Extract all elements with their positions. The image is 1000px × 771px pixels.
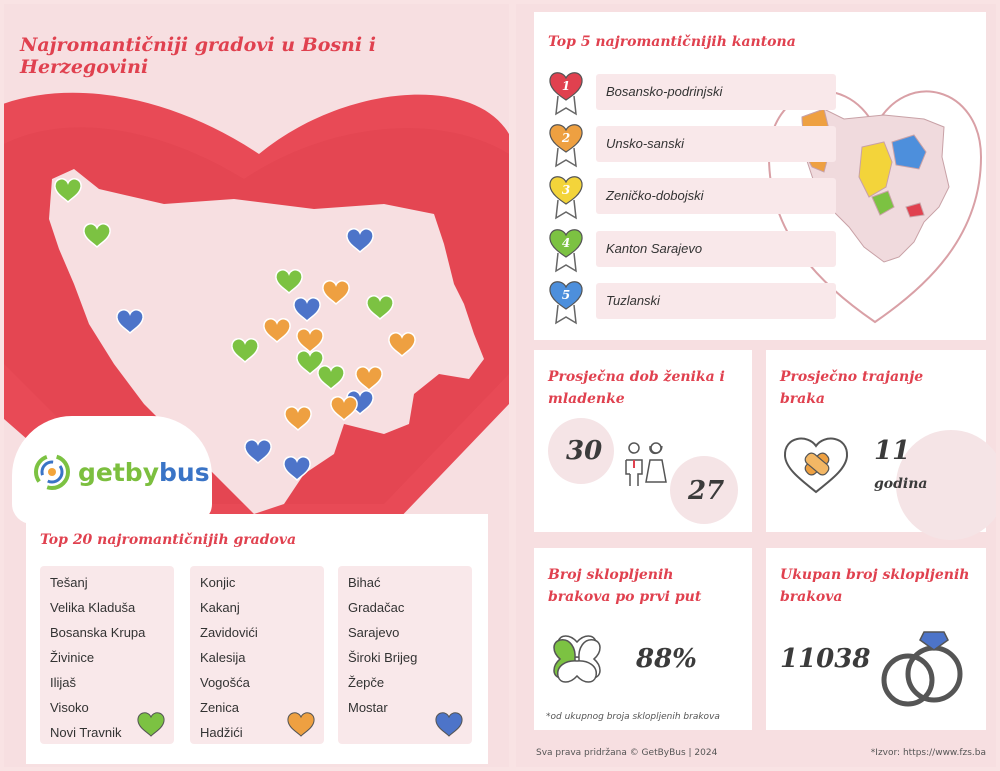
city-heart-green-icon: [366, 295, 394, 320]
kanton-zenicko-dobojski: [858, 141, 893, 198]
getbybus-logo: getbybus: [32, 452, 210, 492]
medal-5-icon: 5: [549, 281, 583, 325]
rings-icon: [881, 631, 963, 707]
total-value: 11038: [780, 644, 871, 674]
list-item: Zenica: [200, 700, 240, 715]
kanton-row-3: Zeničko-dobojski: [596, 178, 836, 214]
city-heart-orange-icon: [263, 318, 291, 343]
total-card: Ukupan broj sklopljenih brakova 11038: [766, 548, 986, 730]
medal-2-icon: 2: [549, 124, 583, 168]
couple-icon: [625, 442, 667, 486]
clover-icon: [553, 635, 601, 683]
first-marriage-note: *od ukupnog broja sklopljenih brakova: [546, 712, 720, 722]
city-heart-blue-icon: [116, 309, 144, 334]
list-item: Velika Kladuša: [50, 600, 136, 615]
city-heart-orange-icon: [296, 328, 324, 353]
age-circle: [670, 456, 738, 524]
bandaged-heart-icon: [783, 437, 849, 494]
top20-title: Top 20 najromantičnijih gradova: [40, 532, 297, 548]
city-heart-orange-icon: [330, 396, 358, 421]
city-column-1: Tešanj Velika Kladuša Bosanska Krupa Živ…: [40, 566, 174, 744]
kanton-bosansko-podrinjski: [905, 202, 925, 218]
list-item: Žepče: [348, 675, 385, 690]
duration-unit: godina: [874, 476, 928, 492]
list-item: Visoko: [50, 700, 89, 715]
medal-number: 3: [562, 183, 570, 197]
city-column-3: Bihać Gradačac Sarajevo Široki Brijeg Že…: [338, 566, 472, 744]
duration-card: Prosječno trajanje braka 11 godina: [766, 350, 996, 540]
city-heart-orange-icon: [355, 366, 383, 391]
list-item: Kalesija: [200, 650, 246, 665]
city-heart-green-icon: [54, 178, 82, 203]
groom-age: 30: [566, 436, 603, 466]
list-item: Novi Travnik: [50, 725, 122, 740]
copyright-text: Sva prava pridržana © GetByBus | 2024: [536, 748, 718, 758]
heart-orange-icon: [287, 712, 315, 737]
list-item: Živinice: [50, 650, 95, 665]
medal-1-icon: 1: [549, 72, 583, 116]
city-heart-green-icon: [231, 338, 259, 363]
first-marriage-title: Broj sklopljenih brakova po prvi put: [548, 567, 702, 605]
medal-number: 5: [562, 288, 570, 302]
kanton-tuzlanski: [891, 134, 927, 170]
logo-text: getbybus: [78, 457, 210, 487]
medal-3-icon: 3: [549, 176, 583, 220]
age-circle: [548, 418, 614, 484]
source-text: *Izvor: https://www.fzs.ba: [870, 748, 986, 758]
medal-number: 4: [562, 236, 570, 250]
city-heart-blue-icon: [244, 439, 272, 464]
city-heart-blue-icon: [283, 456, 311, 481]
city-heart-blue-icon: [346, 228, 374, 253]
right-panel: Top 5 najromantičnijih kantona Bosansko-…: [516, 4, 996, 767]
list-item: Tešanj: [50, 575, 88, 590]
list-item: Sarajevo: [348, 625, 400, 640]
bride-age: 27: [688, 476, 725, 506]
logo-background: [12, 416, 212, 524]
list-item: Zavidovići: [200, 625, 258, 640]
list-item: Mostar: [348, 700, 388, 715]
list-item: Bihać: [348, 575, 381, 590]
kanton-sarajevo: [871, 190, 895, 216]
medal-number: 1: [562, 79, 570, 93]
city-heart-orange-icon: [322, 280, 350, 305]
first-marriage-value: 88%: [636, 644, 697, 674]
city-column-2: Konjic Kakanj Zavidovići Kalesija Vogošć…: [190, 566, 324, 744]
list-item: Konjic: [200, 575, 236, 590]
first-marriage-card: Broj sklopljenih brakova po prvi put 88%…: [534, 548, 752, 730]
page-title: Najromantičniji gradovi u Bosni i Herzeg…: [20, 34, 376, 78]
kanton-row-4: Kanton Sarajevo: [596, 231, 836, 267]
city-heart-orange-icon: [284, 406, 312, 431]
list-item: Ilijaš: [50, 675, 77, 690]
duration-circle: [896, 430, 996, 540]
city-heart-green-icon: [275, 269, 303, 294]
kanton-row-5: Tuzlanski: [596, 283, 836, 319]
list-item: Gradačac: [348, 600, 405, 615]
list-item: Bosanska Krupa: [50, 625, 146, 640]
top20-card: Top 20 najromantičnijih gradova Tešanj V…: [26, 514, 488, 764]
left-panel: Najromantičniji gradovi u Bosni i Herzeg…: [4, 4, 509, 767]
age-title: Prosječna dob ženika i mladenke: [548, 369, 725, 407]
list-item: Hadžići: [200, 725, 243, 740]
kanton-row-1: Bosansko-podrinjski: [596, 74, 836, 110]
duration-value: 11: [874, 436, 911, 466]
list-item: Kakanj: [200, 600, 240, 615]
age-card: Prosječna dob ženika i mladenke 30 27: [534, 350, 752, 532]
list-item: Široki Brijeg: [348, 650, 418, 665]
bih-map-silhouette: [49, 169, 484, 514]
kanton-row-2: Unsko-sanski: [596, 126, 836, 162]
duration-title: Prosječno trajanje braka: [780, 369, 924, 407]
city-heart-orange-icon: [388, 332, 416, 357]
kantoni-title: Top 5 najromantičnijih kantona: [548, 34, 796, 50]
heart-green-icon: [137, 712, 165, 737]
total-title: Ukupan broj sklopljenih brakova: [780, 567, 970, 605]
city-heart-green-icon: [317, 365, 345, 390]
logo-ring-icon: [34, 454, 70, 490]
city-heart-blue-icon: [293, 297, 321, 322]
list-item: Vogošća: [200, 675, 250, 690]
medal-number: 2: [561, 131, 570, 145]
heart-blue-icon: [435, 712, 463, 737]
kantoni-card: Top 5 najromantičnijih kantona Bosansko-…: [534, 12, 986, 340]
city-heart-green-icon: [83, 223, 111, 248]
medal-4-icon: 4: [549, 229, 583, 273]
